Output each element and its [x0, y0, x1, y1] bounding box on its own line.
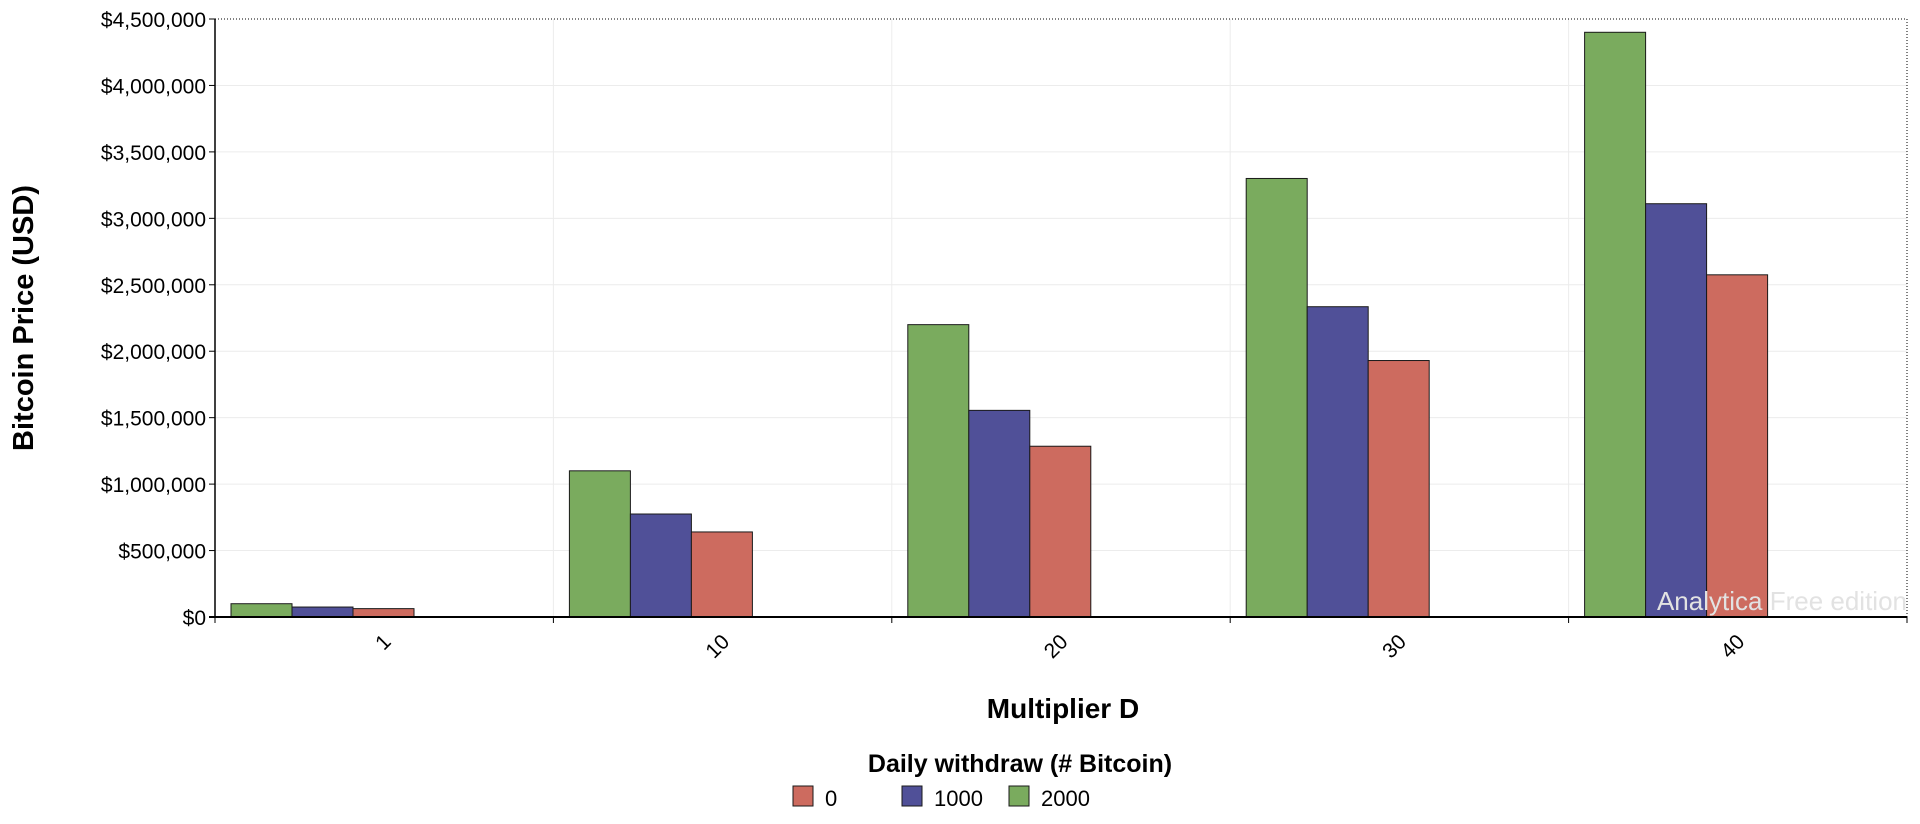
y-tick-label: $2,500,000: [101, 275, 206, 298]
y-tick-label: $4,000,000: [101, 75, 206, 98]
bar-2000-1: [230, 603, 293, 618]
bar-1000-40: [1645, 203, 1708, 618]
y-tick-label: $0: [183, 607, 206, 630]
y-tick-label: $2,000,000: [101, 341, 206, 364]
x-tick-label: 10: [701, 630, 734, 663]
bar-0-20: [1029, 445, 1092, 618]
x-tick-label: 30: [1378, 630, 1411, 663]
legend: Daily withdraw (# Bitcoin) 0 1000 2000: [792, 750, 1172, 811]
bar-2000-20: [907, 324, 970, 618]
bar-0-30: [1367, 360, 1430, 618]
legend-label-2000: 2000: [1041, 786, 1090, 811]
bar-1000-20: [968, 409, 1031, 618]
x-axis-title: Multiplier D: [987, 693, 1139, 724]
y-tick-label: $3,500,000: [101, 142, 206, 165]
legend-title: Daily withdraw (# Bitcoin): [868, 750, 1172, 778]
grid-lines: [215, 19, 1907, 617]
x-tick-label: 20: [1040, 630, 1073, 663]
bar-0-40: [1706, 274, 1769, 618]
bar-1000-10: [629, 513, 692, 618]
bar-2000-30: [1245, 177, 1308, 618]
bar-1000-30: [1306, 306, 1369, 618]
x-tick-label: 40: [1717, 630, 1750, 663]
bar-0-10: [690, 531, 753, 618]
bar-1000-1: [291, 606, 354, 618]
y-axis-title: Bitcoin Price (USD): [8, 185, 40, 451]
y-tick-label: $1,500,000: [101, 408, 206, 431]
bar-2000-10: [568, 470, 631, 618]
y-tick-label: $4,500,000: [101, 9, 206, 32]
y-tick-label: $500,000: [118, 541, 206, 564]
legend-label-0: 0: [825, 786, 837, 811]
watermark: Analytica Free edition: [1657, 586, 1907, 616]
legend-swatch-0: [792, 785, 814, 807]
y-tick-label: $3,000,000: [101, 208, 206, 231]
bars: [230, 31, 1769, 618]
legend-items: 0 1000 2000: [792, 785, 1090, 811]
bar-2000-40: [1584, 31, 1647, 618]
legend-label-1000: 1000: [934, 786, 983, 811]
bar-0-1: [352, 608, 415, 618]
legend-swatch-2000: [1008, 785, 1030, 807]
y-tick-label: $1,000,000: [101, 474, 206, 497]
x-tick-label: 1: [371, 630, 396, 655]
legend-swatch-1000: [901, 785, 923, 807]
